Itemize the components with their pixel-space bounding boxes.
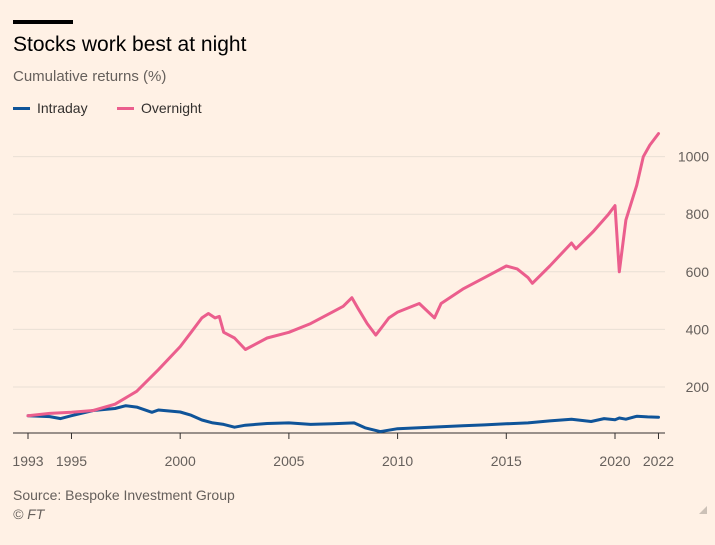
x-tick-label: 1995 — [56, 453, 87, 469]
chart-subtitle: Cumulative returns (%) — [13, 68, 167, 85]
y-tick-label: 200 — [686, 379, 710, 395]
legend-label-intraday: Intraday — [37, 100, 88, 116]
x-tick-label: 2010 — [382, 453, 413, 469]
legend-swatch-overnight — [117, 106, 134, 110]
series-line-overnight — [26, 132, 660, 418]
y-tick-label: 800 — [686, 206, 710, 222]
legend-item-overnight: Overnight — [117, 100, 202, 116]
legend-item-intraday: Intraday — [13, 100, 88, 116]
source-note: Source: Bespoke Investment Group — [13, 487, 235, 503]
x-tick-label: 1993 — [12, 453, 43, 469]
x-tick-label: 2020 — [599, 453, 630, 469]
x-tick-label: 2005 — [273, 453, 304, 469]
title-rule — [13, 20, 73, 24]
y-tick-label: 600 — [686, 264, 710, 280]
legend-label-overnight: Overnight — [141, 100, 202, 116]
series-line-intraday — [26, 404, 660, 434]
y-tick-label: 1000 — [678, 149, 709, 165]
x-tick-label: 2015 — [491, 453, 522, 469]
chart-title: Stocks work best at night — [13, 33, 247, 56]
x-tick-label: 2022 — [643, 453, 674, 469]
x-tick-label: 2000 — [165, 453, 196, 469]
resize-icon[interactable] — [699, 506, 707, 514]
copyright-note: © FT — [13, 506, 45, 522]
legend-swatch-intraday — [13, 106, 30, 110]
y-tick-label: 400 — [686, 321, 710, 337]
